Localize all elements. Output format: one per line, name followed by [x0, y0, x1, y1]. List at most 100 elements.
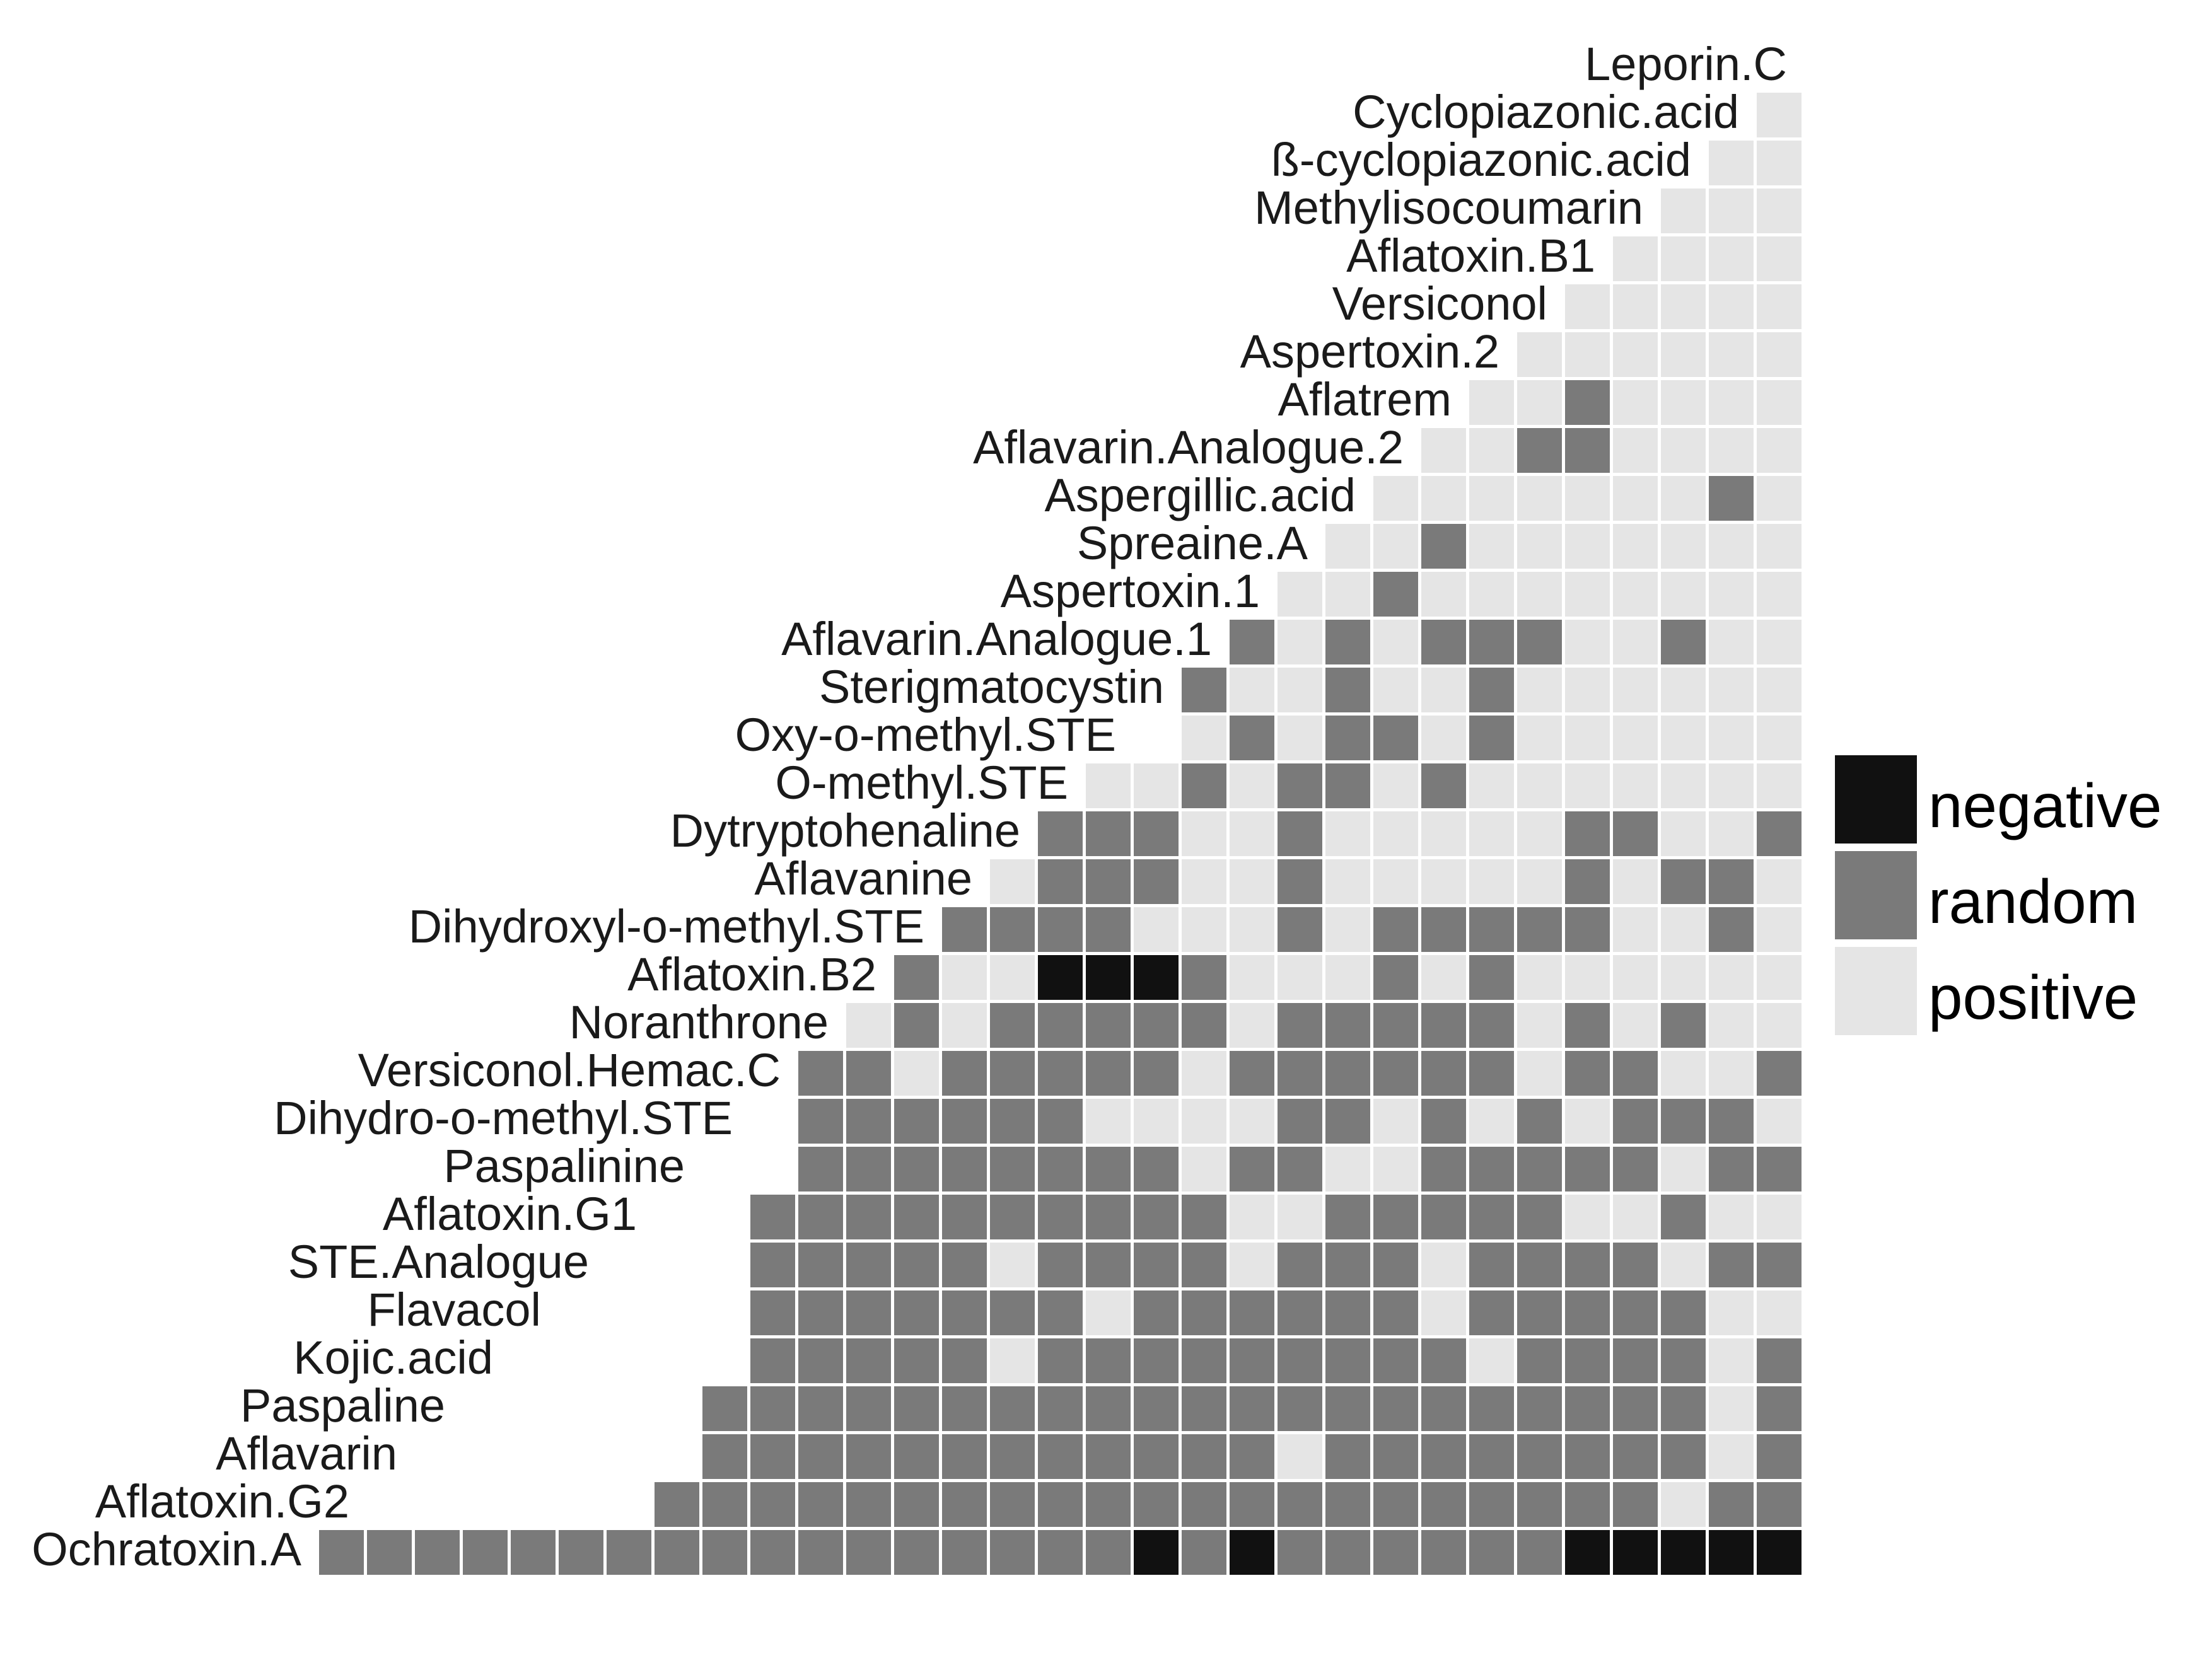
- heatmap-cell-positive: [1757, 524, 1802, 569]
- heatmap-cell-random: [990, 907, 1035, 952]
- heatmap-cell-random: [1230, 1338, 1274, 1383]
- heatmap-cell-random: [1517, 1195, 1562, 1239]
- heatmap-cell-positive: [1469, 811, 1514, 856]
- heatmap-cell-random: [1230, 1051, 1274, 1096]
- heatmap-cell-random: [1325, 668, 1370, 712]
- heatmap-cell-random: [1613, 811, 1658, 856]
- heatmap-cell-random: [750, 1434, 795, 1479]
- heatmap-cell-random: [750, 1195, 795, 1239]
- heatmap-cell-random: [1230, 1386, 1274, 1431]
- heatmap-cell-random: [1517, 428, 1562, 473]
- heatmap-cell-positive: [1134, 907, 1179, 952]
- heatmap-cell-positive: [1182, 1099, 1226, 1144]
- row-label: Methylisocoumarin: [1254, 182, 1643, 234]
- heatmap-cell-positive: [990, 955, 1035, 1000]
- heatmap-cell-positive: [1757, 716, 1802, 760]
- row-label: Dihydroxyl-o-methyl.STE: [409, 900, 924, 953]
- heatmap-cell-positive: [1517, 955, 1562, 1000]
- heatmap-cell-random: [1709, 1482, 1754, 1527]
- heatmap-cell-random: [1517, 907, 1562, 952]
- heatmap-cell-positive: [1757, 380, 1802, 425]
- heatmap-cell-random: [1134, 1482, 1179, 1527]
- heatmap-cell-random: [1278, 907, 1322, 952]
- heatmap-cell-random: [655, 1530, 699, 1575]
- heatmap-cell-random: [798, 1386, 843, 1431]
- heatmap-cell-random: [1613, 1243, 1658, 1287]
- heatmap-cell-positive: [1757, 572, 1802, 617]
- heatmap-cell-positive: [1613, 236, 1658, 281]
- heatmap-cell-random: [1182, 1195, 1226, 1239]
- heatmap-cell-random: [1469, 1290, 1514, 1335]
- heatmap-cell-positive: [1709, 1338, 1754, 1383]
- heatmap-cell-positive: [1709, 428, 1754, 473]
- heatmap-cell-positive: [1517, 716, 1562, 760]
- heatmap-cell-random: [1230, 1434, 1274, 1479]
- heatmap-cell-positive: [1709, 1003, 1754, 1048]
- heatmap-cell-positive: [1230, 763, 1274, 808]
- legend-label-negative: negative: [1928, 771, 2162, 840]
- heatmap-cell-random: [1469, 1147, 1514, 1192]
- heatmap-cell-positive: [1517, 1051, 1562, 1096]
- heatmap-cell-random: [1757, 1482, 1802, 1527]
- row-label: Aspertoxin.1: [1001, 565, 1260, 617]
- heatmap-cell-positive: [1661, 284, 1706, 329]
- heatmap-cell-random: [798, 1434, 843, 1479]
- heatmap-cell-random: [1134, 1195, 1179, 1239]
- heatmap-cell-random: [1709, 1147, 1754, 1192]
- heatmap-cell-positive: [1517, 524, 1562, 569]
- heatmap-cell-positive: [1757, 620, 1802, 664]
- heatmap-cell-random: [1565, 1147, 1610, 1192]
- heatmap-cell-random: [1613, 1434, 1658, 1479]
- heatmap-cell-random: [1278, 859, 1322, 904]
- heatmap-cell-random: [1757, 811, 1802, 856]
- heatmap-cell-positive: [1709, 188, 1754, 233]
- heatmap-cell-random: [1182, 763, 1226, 808]
- heatmap-cell-random: [1086, 1386, 1131, 1431]
- row-label: Sterigmatocystin: [819, 661, 1164, 713]
- heatmap-cell-random: [1373, 1338, 1418, 1383]
- row-label: Aspertoxin.2: [1240, 325, 1499, 378]
- heatmap-cell-positive: [1230, 668, 1274, 712]
- row-label: Spreaine.A: [1077, 517, 1308, 569]
- heatmap-cell-random: [1325, 1290, 1370, 1335]
- heatmap-cell-random: [1373, 1530, 1418, 1575]
- row-label: Aflavarin: [216, 1427, 397, 1480]
- heatmap-cell-positive: [1613, 284, 1658, 329]
- heatmap-cell-random: [702, 1386, 747, 1431]
- heatmap-cell-random: [1038, 859, 1083, 904]
- heatmap-cell-random: [1278, 1051, 1322, 1096]
- heatmap-cell-positive: [1613, 476, 1658, 521]
- heatmap-cell-random: [798, 1099, 843, 1144]
- heatmap-cell-random: [1182, 1290, 1226, 1335]
- heatmap-cell-positive: [1230, 811, 1274, 856]
- heatmap-cell-positive: [1709, 1434, 1754, 1479]
- heatmap-cell-random: [942, 1290, 987, 1335]
- row-label: Paspalinine: [443, 1140, 685, 1192]
- heatmap-cell-positive: [1469, 763, 1514, 808]
- heatmap-cell-random: [1038, 1003, 1083, 1048]
- heatmap-cell-random: [990, 1530, 1035, 1575]
- row-label: Kojic.acid: [293, 1331, 493, 1384]
- heatmap-cell-random: [942, 1530, 987, 1575]
- heatmap-cell-random: [1086, 1530, 1131, 1575]
- heatmap-cell-random: [1230, 1147, 1274, 1192]
- heatmap-cell-random: [1469, 1051, 1514, 1096]
- heatmap-cell-random: [1230, 716, 1274, 760]
- heatmap-cell-random: [1469, 907, 1514, 952]
- row-label: Versiconol.Hemac.C: [358, 1044, 781, 1096]
- heatmap-cell-random: [942, 907, 987, 952]
- heatmap-cell-positive: [1182, 1147, 1226, 1192]
- heatmap-cell-random: [1325, 1386, 1370, 1431]
- heatmap-cell-positive: [1709, 284, 1754, 329]
- heatmap-cell-random: [798, 1243, 843, 1287]
- heatmap-cell-random: [1661, 1434, 1706, 1479]
- heatmap-cell-positive: [1373, 1099, 1418, 1144]
- heatmap-cell-positive: [1757, 1099, 1802, 1144]
- heatmap-cell-positive: [1373, 1147, 1418, 1192]
- heatmap-cell-random: [990, 1290, 1035, 1335]
- heatmap-cell-positive: [1757, 284, 1802, 329]
- heatmap-cell-positive: [1709, 1290, 1754, 1335]
- heatmap-cell-random: [1086, 1051, 1131, 1096]
- heatmap-cell-positive: [1709, 572, 1754, 617]
